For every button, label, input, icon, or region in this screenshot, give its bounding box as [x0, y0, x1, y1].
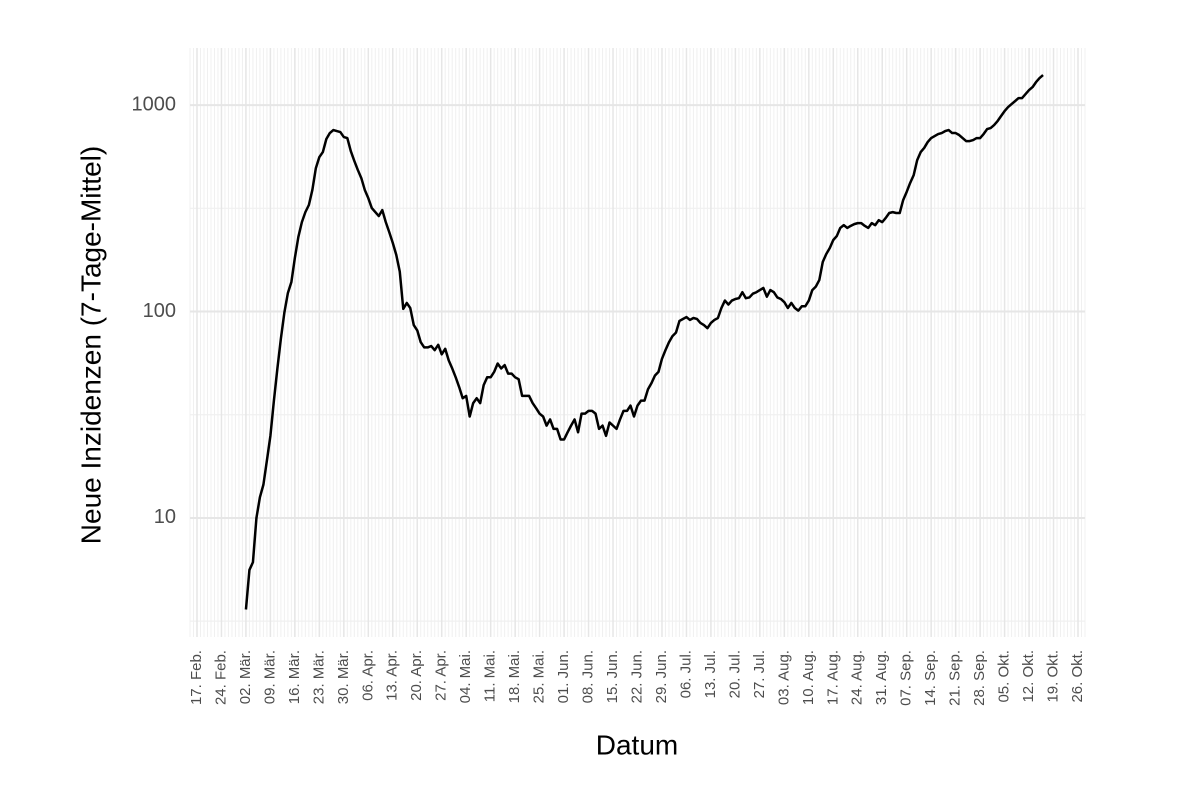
- x-tick-label: 04. Mai.: [457, 650, 474, 703]
- y-tick-label: 100: [143, 300, 176, 322]
- y-tick-label: 10: [154, 506, 176, 528]
- x-tick-label: 30. Mär.: [335, 650, 352, 704]
- x-tick-label: 13. Apr.: [384, 650, 401, 701]
- x-tick-label: 25. Mai.: [531, 650, 548, 703]
- x-tick-label: 01. Jun.: [555, 650, 572, 703]
- plot-area: [244, 74, 1044, 610]
- x-tick-label: 20. Apr.: [408, 650, 425, 701]
- x-tick-label: 14. Sep.: [922, 650, 939, 706]
- grid: [189, 48, 1086, 637]
- x-tick-label: 03. Aug.: [775, 650, 792, 705]
- x-tick-label: 24. Aug.: [849, 650, 866, 705]
- x-tick-label: 16. Mär.: [286, 650, 303, 704]
- x-tick-label: 06. Jul.: [677, 650, 694, 698]
- x-tick-label: 21. Sep.: [947, 650, 964, 706]
- x-tick-label: 17. Feb.: [188, 650, 205, 705]
- y-axis-title: Neue Inzidenzen (7-Tage-Mittel): [75, 146, 106, 544]
- x-tick-label: 12. Okt.: [1020, 650, 1037, 703]
- x-tick-label: 27. Jul.: [751, 650, 768, 698]
- x-tick-label: 05. Okt.: [996, 650, 1013, 703]
- x-tick-label: 31. Aug.: [873, 650, 890, 705]
- x-tick-label: 24. Feb.: [212, 650, 229, 705]
- x-tick-label: 09. Mär.: [261, 650, 278, 704]
- x-tick-label: 20. Jul.: [726, 650, 743, 698]
- x-tick-label: 29. Jun.: [653, 650, 670, 703]
- x-tick-label: 27. Apr.: [433, 650, 450, 701]
- x-tick-label: 10. Aug.: [800, 650, 817, 705]
- y-tick-label: 1000: [132, 93, 177, 115]
- data-line: [244, 74, 1044, 610]
- x-tick-label: 06. Apr.: [359, 650, 376, 701]
- x-tick-label: 15. Jun.: [604, 650, 621, 703]
- x-tick-label: 07. Sep.: [898, 650, 915, 706]
- x-axis-title: Datum: [596, 729, 678, 760]
- x-tick-label: 08. Jun.: [580, 650, 597, 703]
- x-tick-label: 02. Mär.: [237, 650, 254, 704]
- x-tick-label: 18. Mai.: [506, 650, 523, 703]
- x-tick-label: 11. Mai.: [482, 650, 499, 702]
- x-tick-label: 26. Okt.: [1069, 650, 1086, 703]
- x-tick-label: 28. Sep.: [971, 650, 988, 706]
- x-tick-label: 17. Aug.: [824, 650, 841, 705]
- x-tick-label: 23. Mär.: [310, 650, 327, 704]
- x-tick-label: 19. Okt.: [1045, 650, 1062, 703]
- x-tick-label: 22. Jun.: [628, 650, 645, 703]
- x-tick-label: 13. Jul.: [702, 650, 719, 698]
